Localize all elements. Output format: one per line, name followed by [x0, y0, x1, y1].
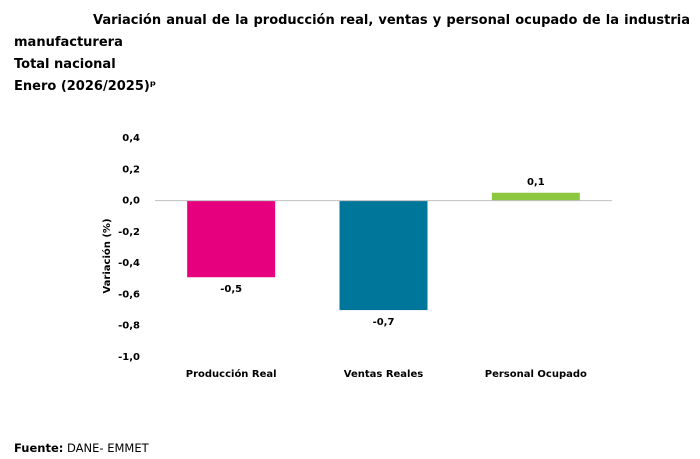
value-label: -0,7 [373, 317, 395, 328]
chart-subtitle: Total nacional [14, 57, 116, 72]
y-tick-label: -0,6 [118, 289, 140, 300]
y-tick-label: -1,0 [118, 352, 140, 363]
chart-subtitle: Enero (2026/2025)ᵖ [14, 79, 157, 94]
y-tick-label: -0,2 [118, 227, 140, 238]
value-label: 0,1 [527, 177, 545, 188]
header: Variación anual de la producción real, v… [14, 10, 690, 98]
x-tick-label: Personal Ocupado [485, 369, 587, 380]
y-tick-label: 0,0 [122, 196, 140, 207]
chart-title: Variación anual de la producción real, v… [14, 13, 690, 50]
x-tick-label: Producción Real [186, 368, 277, 380]
y-tick-label: -0,4 [118, 258, 140, 269]
source-label: Fuente: [14, 441, 64, 455]
value-label: -0,5 [220, 284, 242, 295]
y-tick-label: -0,8 [118, 321, 140, 332]
y-tick-label: 0,4 [122, 133, 140, 144]
chart: Variación (%) 0,4 0,2 0,0 -0,2 -0,4 -0,6 -0,8 -… [101, 133, 612, 380]
source: Fuente: DANE- EMMET [14, 441, 149, 455]
y-tick-label: 0,2 [122, 164, 140, 175]
bar [339, 200, 428, 311]
bar [187, 200, 276, 278]
y-axis-label: Variación (%) [101, 218, 113, 293]
x-tick-label: Ventas Reales [344, 369, 423, 380]
bar [491, 192, 580, 201]
source-text: DANE- EMMET [67, 441, 149, 455]
